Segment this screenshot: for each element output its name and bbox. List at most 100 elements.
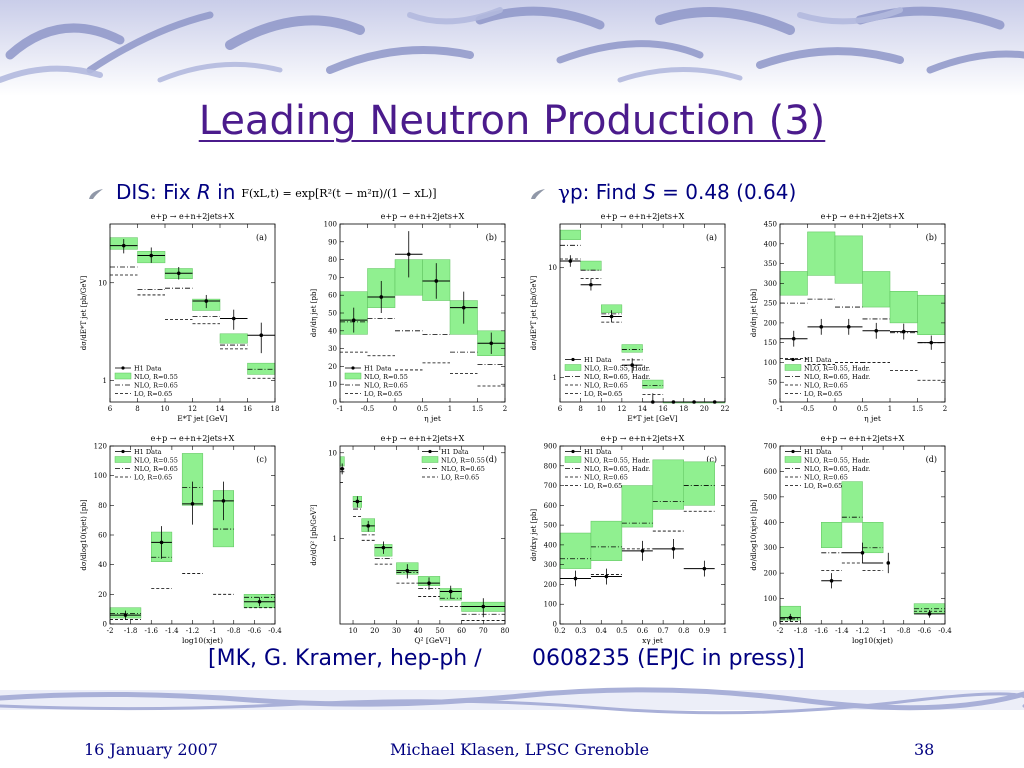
x-tick-label: 0.5 [857, 405, 868, 413]
panel-label: (d) [486, 455, 497, 464]
y-tick-label: 100 [764, 359, 777, 367]
legend-label: LO, R=0.65 [441, 474, 479, 482]
legend-symbol-band [784, 364, 802, 371]
y-tick-label: 120 [94, 443, 107, 451]
x-tick-label: 1.5 [472, 405, 483, 413]
y-tick-label: 1 [553, 374, 557, 382]
y-tick-label: 800 [544, 462, 557, 470]
y-tick-label: 0 [333, 399, 337, 407]
data-point [448, 589, 453, 594]
y-tick-label: 250 [764, 300, 777, 308]
y-tick-label: 0 [553, 621, 557, 629]
plot-dis-logx: e+p → e+n+2jets+X (c) -2 -1.8 -1.6 -1.4 -1.2 -1… [60, 432, 285, 647]
x-tick-label: -0.6 [918, 627, 932, 635]
legend-label: NLO, R=0.65 [584, 382, 628, 390]
plot-title: e+p → e+n+2jets+X [601, 434, 685, 443]
y-tick-label: 300 [764, 544, 777, 552]
nlo-band [917, 294, 946, 336]
nlo-band [862, 522, 884, 554]
legend-symbol-data-point [791, 449, 795, 454]
legend-label: NLO, R=0.65 [804, 474, 848, 482]
data-point [874, 329, 879, 333]
data-point [573, 576, 578, 581]
legend-label: NLO, R=0.55, Hadr. [804, 457, 870, 465]
legend-label: NLO, R=0.55 [364, 373, 408, 381]
y-tick-label: 500 [544, 522, 557, 530]
data-point [381, 545, 386, 550]
legend-label: LO, R=0.65 [364, 390, 402, 398]
x-axis-label: η jet [864, 414, 881, 423]
y-tick-label: 300 [764, 280, 777, 288]
bullet-icon [89, 188, 103, 199]
x-tick-label: 12 [617, 405, 626, 413]
legend-label: NLO, R=0.65, Hadr. [804, 373, 870, 381]
x-axis-label: log10(xjet) [182, 636, 223, 645]
data-point [121, 243, 126, 248]
plot-title: e+p → e+n+2jets+X [821, 434, 905, 443]
legend-label: LO, R=0.65 [584, 390, 622, 398]
y-tick-label: 20 [98, 591, 107, 599]
y-tick-label: 100 [324, 221, 337, 229]
x-tick-label: 22 [721, 405, 730, 413]
legend-label: H1 Data [804, 448, 832, 456]
plot-background [60, 432, 285, 647]
plot-gp-eta: e+p → e+n+2jets+X (b) -1 -0.5 0 0.5 1 1.5 2 0 50 10… [730, 210, 955, 425]
legend-label: NLO, R=0.55 [134, 373, 178, 381]
x-tick-label: -0.4 [268, 627, 282, 635]
x-axis-label: E*T jet [GeV] [627, 414, 678, 423]
nlo-band [559, 532, 592, 569]
x-tick-label: -0.5 [801, 405, 815, 413]
y-tick-label: 150 [764, 339, 777, 347]
data-point [604, 574, 609, 579]
legend-label: NLO, R=0.65 [134, 465, 178, 473]
x-tick-label: 18 [679, 405, 688, 413]
legend-label: NLO, R=0.55, Hadr. [804, 365, 870, 373]
y-tick-label: 100 [544, 601, 557, 609]
x-tick-label: 20 [700, 405, 709, 413]
legend-symbol-band [344, 372, 362, 380]
data-point [231, 316, 236, 321]
x-tick-label: 2 [943, 405, 947, 413]
data-point [791, 336, 796, 341]
data-point [405, 568, 410, 573]
plot-background [60, 210, 285, 425]
data-point [221, 499, 226, 503]
footer-page-number: 38 [914, 740, 935, 759]
x-tick-label: 0 [833, 405, 837, 413]
nlo-band [862, 271, 891, 308]
x-tick-label: -0.5 [361, 405, 375, 413]
bullet-dis-prefix: DIS: Fix [116, 180, 197, 204]
y-tick-label: 90 [328, 238, 337, 246]
data-point [489, 341, 494, 346]
legend-label: H1 Data [364, 365, 392, 373]
panel-label: (a) [706, 233, 717, 242]
legend-label: NLO, R=0.55, Hadr. [584, 365, 650, 373]
nlo-band [219, 333, 248, 344]
y-tick-label: 600 [544, 502, 557, 510]
nlo-band [247, 362, 276, 375]
legend-label: NLO, R=0.65 [134, 382, 178, 390]
legend-label: LO, R=0.65 [134, 474, 172, 482]
plot-title: e+p → e+n+2jets+X [601, 212, 685, 221]
legend-label: LO, R=0.65 [804, 482, 842, 490]
x-tick-label: 1 [448, 405, 452, 413]
y-axis-label: dσ/dQ² [pb/GeV²] [310, 504, 318, 566]
x-tick-label: 0.3 [575, 627, 586, 635]
x-tick-label: 10 [349, 627, 358, 635]
legend-label: NLO, R=0.65, Hadr. [584, 465, 650, 473]
x-tick-label: 14 [638, 405, 647, 413]
x-tick-label: 0 [393, 405, 397, 413]
data-point [259, 333, 264, 338]
x-tick-label: -0.8 [897, 627, 911, 635]
data-point [481, 604, 486, 609]
x-tick-label: -1 [880, 627, 887, 635]
y-tick-label: 60 [98, 532, 107, 540]
legend-label: H1 Data [134, 448, 162, 456]
y-tick-label: 600 [764, 468, 777, 476]
y-tick-label: 50 [328, 310, 337, 318]
panel-label: (c) [706, 455, 717, 464]
data-point [927, 612, 932, 616]
data-point [630, 363, 634, 367]
x-tick-label: -1 [210, 627, 217, 635]
